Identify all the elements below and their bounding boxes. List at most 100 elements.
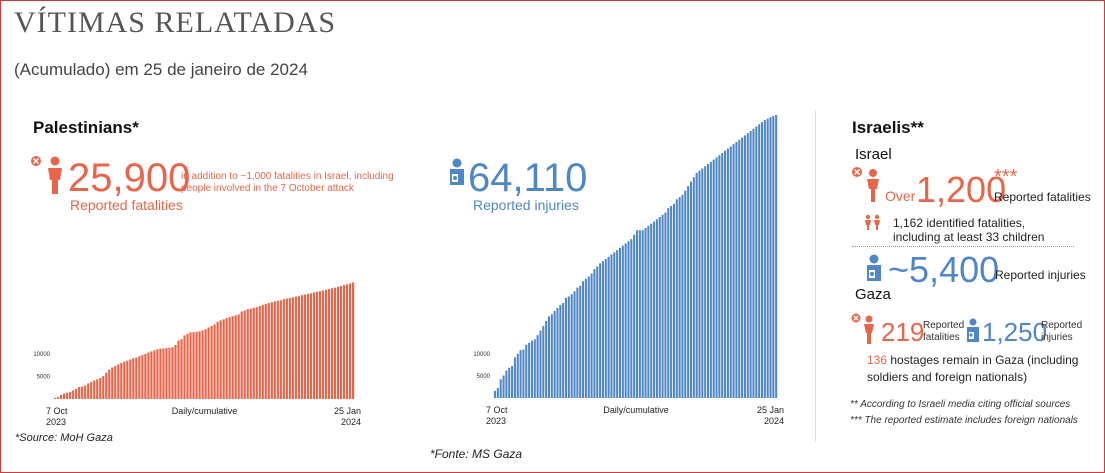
chart-bar [630,239,633,398]
chart-bar [321,290,325,399]
injured-person-icon [450,158,464,185]
chart-bar [54,397,57,399]
chart-bar [93,380,96,399]
chart-bar [567,296,570,398]
chart-bar [234,315,237,399]
chart-bar [237,314,240,399]
chart-bar [772,115,775,398]
chart-bar [342,285,346,399]
chart-bar [684,190,687,398]
chart-bar [276,300,279,399]
chart-bar [746,133,749,398]
chart-bar [758,124,761,398]
chart-bar [186,333,189,399]
chart-bar [556,307,559,398]
gaza-heading: Gaza [855,286,891,303]
chart-bar [599,263,602,398]
chart-bar [593,269,596,398]
chart-bar [213,324,216,399]
chart-bar [766,118,769,399]
person-with-x-icon [31,156,62,194]
chart-bar [732,144,735,398]
chart-bar [670,205,673,398]
injured-person-icon [867,254,881,281]
chart-bar [741,137,744,398]
chart-bar [159,348,162,399]
chart-bar [692,177,695,398]
chart-bar [698,170,701,398]
chart-bar [126,360,129,399]
chart-bar [309,293,313,399]
chart-bar [576,287,579,398]
chart-bar [315,291,319,399]
chart-bar [252,307,255,399]
chart-bar [636,230,639,398]
chart-bar [550,314,553,398]
chart-bar [258,305,261,399]
chart-bar [513,357,516,398]
chart-bar [718,155,721,398]
chart-bar [735,141,738,398]
chart-bar [641,230,644,398]
chart-bar [132,358,135,399]
chart-bar [129,359,132,399]
chart-bar [222,319,225,399]
palestinian-fatalities-note-line1: in addition to ~1,000 fatalities in Isra… [181,171,394,182]
chart-bar [738,139,741,398]
chart-bar [655,219,658,398]
chart-bar [607,256,610,398]
person-with-x-icon [852,167,879,202]
chart-bar [273,301,276,399]
chart-bar [664,212,667,398]
chart-bar [494,390,497,398]
chart-bar [715,157,718,398]
chart-bar [565,297,568,398]
palestinian-fatalities-value: 25,900 [68,156,191,200]
chart-bar [210,325,213,399]
gaza-fatalities-label-1: Reported [923,320,965,331]
israelis-heading: Israelis** [852,118,924,137]
chart-bar [291,297,294,399]
chart-bar [721,153,724,398]
chart-bar [610,254,613,398]
chart-bar [336,286,340,399]
chart-bar [99,378,102,399]
chart-bar [522,349,525,398]
chart-bar [584,278,587,398]
gaza-injuries-value: 1,250 [982,317,1048,347]
chart-bar [201,330,204,399]
chart-bar [123,361,126,399]
chart-bar [81,386,84,399]
chart-bar [279,300,282,399]
palestinians-source: *Source: MoH Gaza [15,432,113,444]
chart-bar [616,250,619,398]
chart-bar [198,331,201,399]
chart-bar [294,296,297,399]
chart-bar [678,197,681,398]
y-tick-label: 5000 [477,374,491,380]
chart-bar [618,247,622,398]
chart-bar [165,348,168,399]
chart-bar [135,357,138,399]
chart-bar [621,245,624,398]
chart-bar [162,348,165,399]
chart-bar [96,379,99,399]
chart-bar [180,339,183,399]
chart-bar [724,150,727,398]
chart-bar [120,362,123,399]
chart-bar [240,311,243,399]
chart-bar [675,199,678,398]
chart-bar [87,383,90,399]
chart-bar [530,340,533,398]
chart-bar [72,390,75,399]
chart-bar [672,203,675,398]
chart-bar [644,228,647,398]
chart-bar [204,329,207,399]
chart-bar [69,392,72,399]
chart-bar [141,355,144,399]
chart-bar [755,126,758,398]
chart-bar [66,392,69,399]
page-title: VÍTIMAS RELATADAS [14,6,337,39]
x-start-label: 7 Oct [486,405,508,415]
chart-bar [536,335,539,398]
